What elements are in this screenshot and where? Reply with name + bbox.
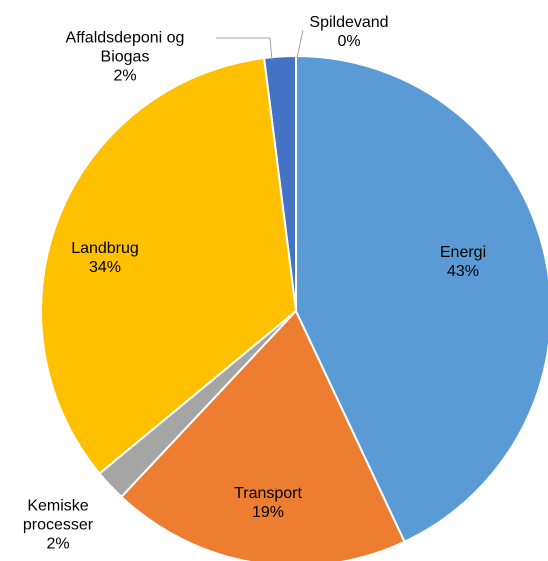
- slice-label: Landbrug 34%: [45, 239, 165, 277]
- value-label: 2%: [46, 535, 70, 553]
- slice-label: Energi 43%: [403, 243, 523, 281]
- pie-slice: [120, 309, 406, 561]
- category-name: Landbrug: [71, 240, 139, 257]
- slice-label: Transport 19%: [208, 484, 328, 522]
- category-name: Affaldsdeponi og Biogas: [65, 29, 185, 66]
- slice-label: Kemiske processer 2%: [13, 497, 103, 554]
- leader-line: [216, 37, 273, 61]
- value-label: 34%: [88, 259, 122, 276]
- value-label: 0%: [337, 33, 361, 50]
- category-name: Kemiske processer: [22, 497, 94, 534]
- value-label: 19%: [251, 504, 285, 521]
- value-label: 43%: [446, 263, 480, 280]
- category-name: Spildevand: [309, 14, 389, 31]
- slice-label: Affaldsdeponi og Biogas 2%: [40, 29, 210, 86]
- value-label: 2%: [113, 67, 137, 85]
- slice-label: Spildevand 0%: [289, 13, 409, 51]
- category-name: Energi: [439, 244, 487, 261]
- category-name: Transport: [234, 485, 302, 502]
- pie-slice: [40, 56, 298, 475]
- leader-line: [296, 29, 304, 59]
- pie-slice: [295, 54, 548, 544]
